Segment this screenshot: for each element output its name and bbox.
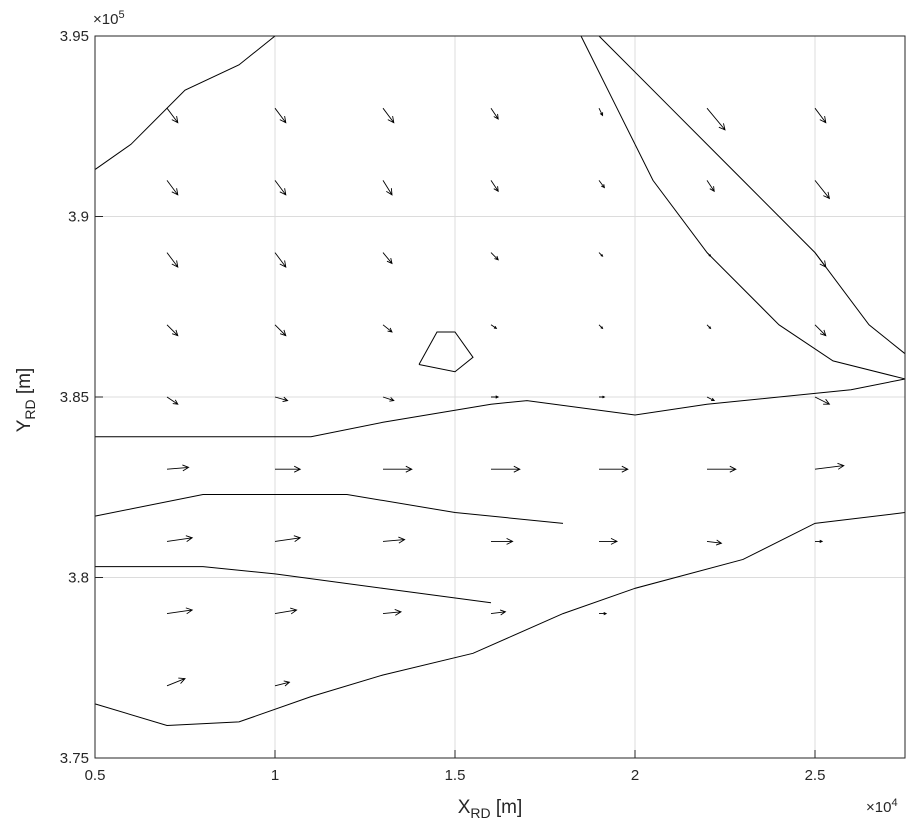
y-exponent-base: ×10 (93, 11, 118, 28)
vector-arrow (274, 607, 298, 615)
vector-arrow (598, 324, 604, 330)
vector-arrow (814, 396, 831, 405)
contour-line (418, 331, 474, 373)
vector-arrow (166, 464, 190, 472)
contour-line (598, 35, 906, 355)
vector-arrow (706, 324, 712, 330)
vector-arrow (166, 252, 179, 268)
y-tick-label: 3.8 (68, 570, 89, 587)
vector-arrow (274, 324, 287, 337)
vector-arrow (382, 180, 393, 196)
contour-line (95, 566, 492, 604)
vector-arrow (599, 395, 606, 399)
vector-arrow (490, 609, 507, 616)
axes-box (94, 35, 906, 759)
vector-arrow (599, 465, 629, 473)
y-exponent: ×105 (93, 9, 125, 28)
vector-arrow (706, 252, 712, 257)
vector-arrow (166, 107, 179, 124)
y-tick-label: 3.9 (68, 209, 89, 226)
vector-arrow (490, 180, 499, 193)
vector-arrow (706, 180, 715, 193)
vector-arrow (274, 180, 287, 196)
vector-arrow (814, 462, 845, 470)
vector-arrow (382, 324, 393, 333)
vector-arrow (382, 252, 393, 265)
x-axis-label: XRD [m] (458, 797, 523, 821)
x-exponent: ×104 (866, 797, 898, 816)
vector-arrow (274, 396, 289, 402)
vector-arrow (166, 396, 179, 405)
vector-arrow (598, 107, 604, 117)
y-axis-label: YRD [m] (14, 368, 38, 433)
vector-arrow (274, 535, 302, 542)
vector-arrow (275, 465, 302, 473)
contour-line (94, 493, 564, 524)
x-label-unit: [m] (491, 797, 523, 818)
vector-arrow (274, 680, 291, 687)
vector-arrow (166, 180, 179, 196)
x-tick-label: 2.5 (805, 767, 826, 784)
y-tick-label: 3.75 (60, 750, 89, 767)
y-tick-label: 3.85 (60, 389, 89, 406)
vector-arrow (706, 539, 723, 546)
vector-arrow (490, 252, 499, 261)
vector-arrow (166, 324, 179, 337)
vector-arrow (707, 465, 737, 473)
x-tick-label: 1.5 (445, 767, 466, 784)
x-tick-label: 0.5 (85, 767, 106, 784)
vector-arrow (814, 180, 831, 200)
vector-arrow (491, 465, 521, 473)
vector-arrow (274, 107, 287, 124)
x-exponent-power: 4 (891, 797, 897, 809)
y-label-main: Y (14, 419, 35, 432)
y-exponent-power: 5 (118, 9, 124, 21)
contour-line (94, 512, 906, 727)
vector-arrow (814, 252, 827, 268)
vector-arrow (382, 608, 403, 616)
vector-arrow (382, 536, 406, 544)
vector-arrow (706, 396, 716, 402)
x-label-main: X (458, 797, 471, 818)
vector-arrow (491, 395, 500, 399)
y-label-sub: RD (22, 399, 38, 419)
vector-arrow (166, 677, 186, 687)
y-tick-label: 3.95 (60, 28, 89, 45)
vector-arrow (382, 396, 395, 402)
x-tick-label: 2 (631, 767, 639, 784)
vector-arrow (598, 180, 606, 189)
x-label-sub: RD (470, 805, 490, 821)
vector-arrow (706, 107, 726, 131)
vector-arrow (382, 107, 395, 124)
y-label-unit: [m] (14, 368, 35, 400)
x-exponent-base: ×10 (866, 799, 891, 816)
vector-arrow (598, 252, 604, 257)
vector-arrow (599, 611, 608, 616)
vector-arrow (815, 539, 824, 544)
vector-arrow (814, 107, 827, 124)
vector-arrow (599, 537, 619, 545)
vector-arrow (490, 324, 498, 329)
vector-arrow (166, 535, 194, 542)
vector-arrow (383, 465, 413, 473)
vector-arrow (814, 324, 827, 337)
contour-line (94, 35, 276, 170)
contour-line (95, 378, 906, 438)
vector-arrow (490, 107, 499, 120)
vector-arrow (491, 537, 514, 545)
x-tick-label: 1 (271, 767, 279, 784)
vector-arrow (274, 252, 287, 268)
vector-arrow (166, 607, 194, 615)
